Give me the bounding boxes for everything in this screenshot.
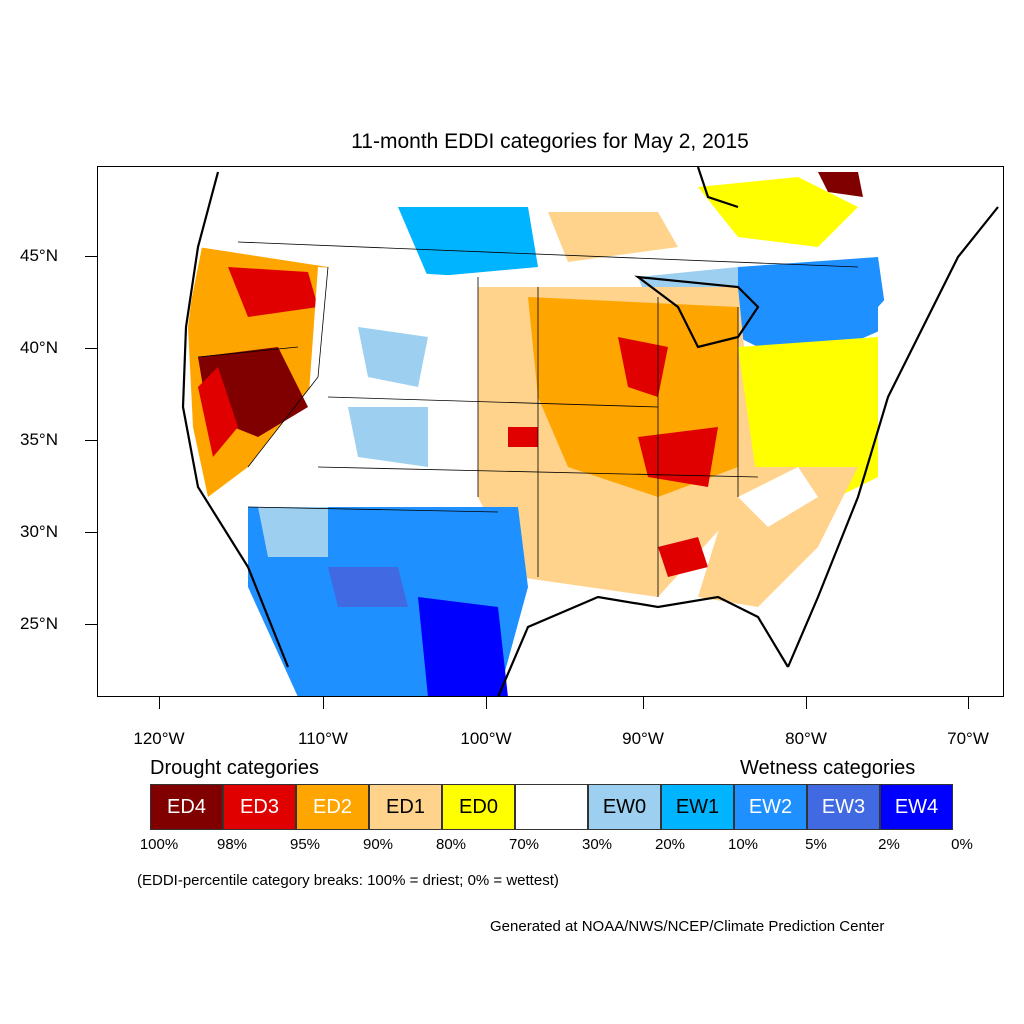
lat-tick: [85, 440, 97, 441]
lat-label: 45°N: [20, 246, 58, 265]
lat-label: 35°N: [20, 430, 58, 449]
percentile-label: 70%: [508, 836, 540, 853]
legend-box-ew0: EW0: [588, 784, 661, 830]
percentile-label: 20%: [654, 836, 686, 853]
legend-box-ew1: EW1: [661, 784, 734, 830]
lon-label: 70°W: [947, 729, 989, 748]
legend-box-ew4: EW4: [880, 784, 953, 830]
map-panel: [97, 166, 1004, 697]
percentile-label: 0%: [951, 836, 973, 853]
legend-box-ed3: ED3: [223, 784, 296, 830]
percentile-label: 98%: [216, 836, 248, 853]
eddi-map: [98, 167, 1003, 696]
percentile-label: 95%: [289, 836, 321, 853]
lon-tick: [968, 697, 969, 709]
lon-label: 100°W: [460, 729, 512, 748]
lat-tick: [85, 624, 97, 625]
percentile-label: 90%: [362, 836, 394, 853]
percentile-label: 5%: [805, 836, 827, 853]
lat-tick: [85, 532, 97, 533]
percentile-label: 80%: [435, 836, 467, 853]
legend-box-ew3: EW3: [807, 784, 880, 830]
lat-label: 40°N: [20, 338, 58, 357]
map-title: 11-month EDDI categories for May 2, 2015: [351, 130, 749, 153]
lon-tick: [323, 697, 324, 709]
lon-label: 90°W: [622, 729, 664, 748]
lon-tick: [806, 697, 807, 709]
percentile-label: 100%: [139, 836, 179, 853]
percentile-label: 30%: [581, 836, 613, 853]
legend-note: (EDDI-percentile category breaks: 100% =…: [137, 872, 559, 889]
lat-tick: [85, 256, 97, 257]
lon-tick: [486, 697, 487, 709]
canada-wet-region: [398, 207, 538, 277]
legend-box-ed4: ED4: [150, 784, 223, 830]
lon-label: 110°W: [298, 729, 348, 748]
legend-box-neutral: [515, 784, 588, 830]
drought-heading: Drought categories: [150, 757, 319, 779]
lon-tick: [159, 697, 160, 709]
wetness-heading: Wetness categories: [740, 757, 916, 779]
lon-label: 80°W: [785, 729, 827, 748]
legend-box-ed2: ED2: [296, 784, 369, 830]
category-legend: ED4 ED3 ED2 ED1 ED0 EW0 EW1 EW2 EW3 EW4: [150, 784, 953, 830]
legend-box-ed0: ED0: [442, 784, 515, 830]
lon-label: 120°W: [133, 729, 185, 748]
lon-tick: [643, 697, 644, 709]
credit-line: Generated at NOAA/NWS/NCEP/Climate Predi…: [490, 918, 885, 935]
legend-box-ew2: EW2: [734, 784, 807, 830]
lat-label: 30°N: [20, 522, 58, 541]
texas-ew4: [418, 597, 508, 696]
lat-label: 25°N: [20, 614, 58, 633]
percentile-label: 2%: [878, 836, 900, 853]
legend-box-ed1: ED1: [369, 784, 442, 830]
percentile-label: 10%: [727, 836, 759, 853]
lat-tick: [85, 348, 97, 349]
